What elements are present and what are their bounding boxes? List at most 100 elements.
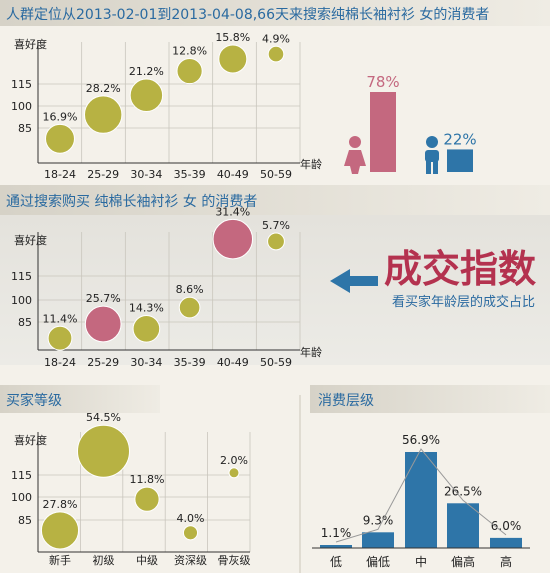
age-bubble-purchase-bubble bbox=[212, 218, 254, 260]
age-bubble-purchase-data-label: 25.7% bbox=[86, 292, 121, 305]
age-bubble-search-ylabel: 喜好度 bbox=[14, 37, 47, 51]
male-figure-icon bbox=[425, 136, 439, 174]
age-bubble-search-xtick: 50-59 bbox=[260, 168, 292, 181]
age-bubble-search-xtick: 40-49 bbox=[217, 168, 249, 181]
age-bubble-purchase-bubble bbox=[132, 314, 161, 343]
age-bubble-search-bubble bbox=[83, 95, 123, 134]
consumption-xtick: 低 bbox=[330, 555, 342, 569]
age-bubble-search-bubble bbox=[218, 44, 248, 74]
section3-header-bg bbox=[0, 385, 160, 413]
section1-title: 人群定位从2013-02-01到2013-04-08,66天来搜索纯棉长袖衬衫 … bbox=[6, 6, 489, 23]
consumption-xtick: 中 bbox=[415, 554, 427, 569]
left-arrow-icon bbox=[330, 269, 378, 293]
gender-bar-male bbox=[447, 149, 473, 172]
section2-header-bg bbox=[0, 185, 550, 215]
consumption-bar bbox=[447, 503, 479, 548]
buyer-level-bubble-data-label: 54.5% bbox=[86, 411, 121, 424]
age-bubble-purchase-xtick: 25-29 bbox=[87, 356, 119, 369]
age-bubble-purchase-bubble bbox=[178, 296, 201, 319]
consumption-xtick: 偏高 bbox=[451, 554, 475, 569]
age-bubble-search-xtick: 30-34 bbox=[130, 168, 162, 181]
consumption-xtick: 高 bbox=[500, 554, 512, 569]
age-bubble-purchase-xlabel: 年龄 bbox=[300, 345, 322, 359]
charts-layer: 85100115喜好度年龄16.9%18-2428.2%25-2921.2%30… bbox=[11, 31, 530, 569]
buyer-level-bubble-ylabel: 喜好度 bbox=[14, 433, 47, 447]
age-bubble-search-ytick: 100 bbox=[11, 100, 32, 113]
age-bubble-search-xtick: 25-29 bbox=[87, 168, 119, 181]
age-bubble-search-data-label: 12.8% bbox=[172, 44, 207, 57]
age-bubble-purchase-ytick: 100 bbox=[11, 294, 32, 307]
callout: 成交指数 看买家年龄层的成交占比 bbox=[330, 247, 536, 310]
callout-title: 成交指数 bbox=[384, 247, 536, 291]
age-bubble-search-xlabel: 年龄 bbox=[300, 157, 322, 171]
gender-bar-female bbox=[370, 92, 396, 172]
buyer-level-bubble-data-label: 2.0% bbox=[220, 454, 248, 467]
age-bubble-purchase-xtick: 50-59 bbox=[260, 356, 292, 369]
buyer-level-bubble-bubble bbox=[77, 424, 130, 478]
age-bubble-purchase-bubble bbox=[267, 232, 285, 251]
age-bubble-search-bubble bbox=[129, 78, 164, 112]
consumption-bar bbox=[320, 545, 352, 548]
consumption-bar-label: 26.5% bbox=[444, 484, 482, 498]
female-figure-icon bbox=[344, 136, 366, 174]
buyer-level-bubble-ytick: 85 bbox=[18, 514, 32, 527]
age-bubble-purchase-data-label: 8.6% bbox=[176, 283, 204, 296]
age-bubble-search-bubble bbox=[176, 57, 203, 85]
buyer-level-bubble-ytick: 115 bbox=[11, 469, 32, 482]
buyer-level-bubble-xtick: 资深级 bbox=[174, 554, 207, 567]
age-bubble-purchase-xtick: 40-49 bbox=[217, 356, 249, 369]
age-bubble-search-xtick: 18-24 bbox=[44, 168, 76, 181]
age-bubble-search-data-label: 28.2% bbox=[86, 82, 121, 95]
buyer-level-bubble-bubble bbox=[40, 511, 80, 550]
callout-subtitle: 看买家年龄层的成交占比 bbox=[392, 294, 535, 310]
age-bubble-search-xtick: 35-39 bbox=[174, 168, 206, 181]
section4-header-bg bbox=[310, 385, 550, 413]
age-bubble-search-bubble bbox=[267, 45, 285, 63]
consumption-bar-label: 9.3% bbox=[363, 513, 394, 527]
age-bubble-purchase-bubble bbox=[47, 325, 73, 351]
age-bubble-purchase-bubble bbox=[84, 305, 122, 343]
section1-header-bg bbox=[0, 0, 550, 26]
buyer-level-bubble-xtick: 新手 bbox=[49, 553, 71, 567]
gender-bar-label: 78% bbox=[366, 73, 399, 91]
age-bubble-purchase-data-label: 11.4% bbox=[43, 312, 78, 325]
age-bubble-purchase-xtick: 35-39 bbox=[174, 356, 206, 369]
age-bubble-purchase-ytick: 115 bbox=[11, 270, 32, 283]
age-bubble-search-data-label: 21.2% bbox=[129, 65, 164, 78]
buyer-level-bubble-bubble bbox=[134, 486, 160, 512]
age-bubble-purchase-ytick: 85 bbox=[18, 316, 32, 329]
consumption-bar-label: 56.9% bbox=[402, 433, 440, 447]
buyer-level-bubble-bubble bbox=[228, 467, 240, 479]
section4-title: 消费层级 bbox=[318, 393, 374, 409]
gender-bar-label: 22% bbox=[443, 130, 476, 148]
age-bubble-search-bubble bbox=[45, 123, 75, 154]
age-bubble-search-ytick: 115 bbox=[11, 78, 32, 91]
buyer-level-bubble-xtick: 中级 bbox=[136, 554, 158, 567]
age-bubble-search-ytick: 85 bbox=[18, 122, 32, 135]
buyer-level-bubble-data-label: 27.8% bbox=[43, 498, 78, 511]
age-bubble-purchase-xtick: 18-24 bbox=[44, 356, 76, 369]
age-bubble-purchase-data-label: 31.4% bbox=[215, 205, 250, 218]
age-bubble-search-data-label: 16.9% bbox=[43, 110, 78, 123]
consumption-xtick: 偏低 bbox=[366, 554, 390, 569]
age-bubble-search-data-label: 15.8% bbox=[215, 31, 250, 44]
consumption-bar bbox=[490, 537, 522, 548]
consumption-bar bbox=[405, 452, 437, 548]
age-bubble-purchase-data-label: 14.3% bbox=[129, 301, 164, 314]
age-bubble-purchase-ylabel: 喜好度 bbox=[14, 233, 47, 247]
age-bubble-purchase-xtick: 30-34 bbox=[130, 356, 162, 369]
age-bubble-purchase-data-label: 5.7% bbox=[262, 219, 290, 232]
section3-title: 买家等级 bbox=[6, 392, 62, 409]
buyer-level-bubble-xtick: 初级 bbox=[93, 553, 115, 567]
section2-title: 通过搜索购买 纯棉长袖衬衫 女 的消费者 bbox=[6, 193, 257, 210]
buyer-level-bubble-ytick: 100 bbox=[11, 491, 32, 504]
age-bubble-search-data-label: 4.9% bbox=[262, 32, 290, 45]
consumption-trend-line bbox=[335, 448, 507, 543]
buyer-level-bubble-xtick: 骨灰级 bbox=[218, 553, 251, 567]
buyer-level-bubble-data-label: 4.0% bbox=[177, 512, 205, 525]
consumption-bar bbox=[362, 532, 394, 548]
buyer-level-bubble-data-label: 11.8% bbox=[130, 473, 165, 486]
buyer-level-bubble-bubble bbox=[182, 525, 199, 541]
